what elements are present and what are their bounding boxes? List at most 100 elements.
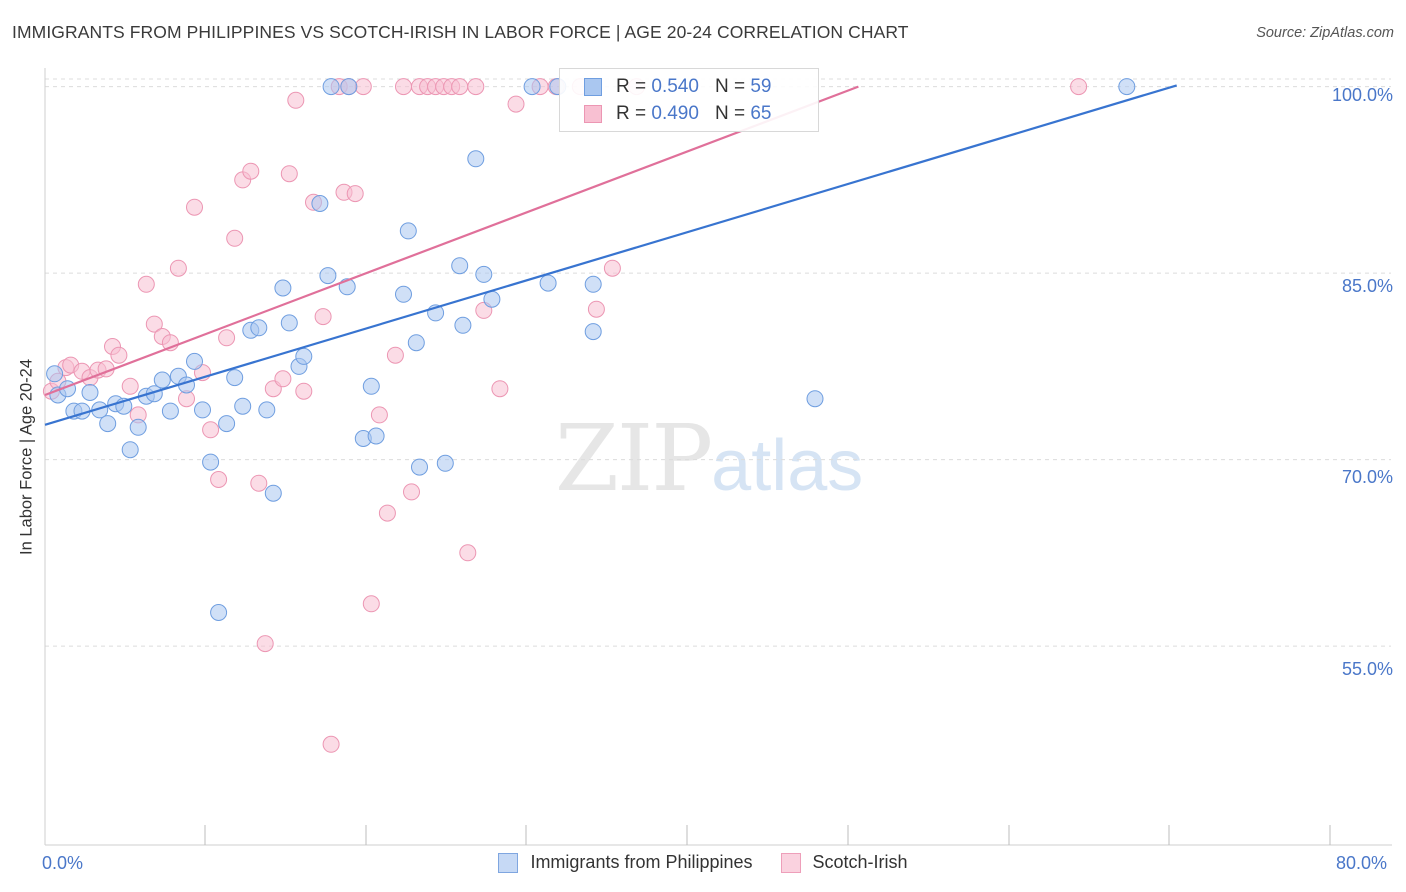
scotch-irish-point [210, 471, 228, 488]
philippines-point [121, 441, 139, 459]
philippines-point [340, 78, 358, 96]
philippines-point [258, 401, 276, 419]
watermark: ZIPatlas [555, 405, 863, 512]
philippines-point [295, 347, 313, 365]
scotch-irish-point [386, 346, 404, 364]
y-axis-label: In Labor Force | Age 20-24 [17, 359, 36, 555]
philippines-point [367, 427, 385, 445]
philippines-point [234, 397, 252, 415]
scotch-irish-point [287, 91, 305, 109]
philippines-point [129, 418, 147, 436]
philippines-point [210, 604, 228, 621]
philippines-point [451, 257, 469, 275]
y-tick-label-70: 70.0% [1341, 467, 1393, 487]
r-value-philippines: 0.540 [651, 76, 699, 97]
philippines-point [218, 415, 236, 433]
scotch-irish-point [354, 78, 372, 96]
scotch-irish-trend-line [44, 85, 859, 397]
scotch-irish-point [322, 735, 340, 753]
scotch-irish-point [145, 315, 163, 333]
philippines-legend-swatch [498, 852, 519, 873]
x-tick-label-min: 0.0% [42, 853, 84, 873]
scotch-irish-point [295, 382, 313, 400]
trend-layer [44, 84, 1178, 426]
philippines-swatch [584, 78, 602, 96]
philippines-point [202, 453, 220, 471]
n-label: N = [714, 76, 746, 97]
n-value-philippines: 59 [750, 76, 772, 97]
philippines-point [806, 390, 824, 408]
scotch-irish-point [169, 259, 187, 277]
philippines-point [399, 222, 417, 240]
legend-item-scotch-irish[interactable]: Scotch-Irish [780, 852, 908, 873]
philippines-point [274, 279, 292, 297]
philippines-point [250, 319, 268, 337]
scotch-irish-point [451, 78, 469, 96]
scotch-irish-point [202, 421, 220, 439]
scotch-irish-point [121, 377, 139, 395]
series-legend: Immigrants from Philippines Scotch-Irish [0, 852, 1406, 873]
philippines-point [322, 78, 340, 96]
scotch-irish-point [603, 259, 621, 277]
n-value-scotch-irish: 65 [750, 103, 772, 124]
r-value-scotch-irish: 0.490 [651, 103, 699, 124]
chart-source: Source: ZipAtlas.com [1256, 25, 1394, 41]
philippines-point [411, 458, 428, 476]
philippines-point [467, 150, 485, 168]
legend-item-philippines[interactable]: Immigrants from Philippines [498, 852, 753, 873]
philippines-point [280, 314, 298, 332]
scotch-irish-point [250, 474, 268, 492]
stats-legend: R = 0.540 N = 59 R = 0.490 N = 65 [559, 68, 819, 132]
scotch-irish-swatch [584, 105, 602, 123]
philippines-point [584, 275, 602, 293]
philippines-point [454, 316, 472, 334]
scotch-irish-point [403, 483, 420, 501]
philippines-point [153, 371, 171, 389]
scotch-irish-point [587, 300, 605, 318]
philippines-point [194, 401, 211, 419]
scotch-irish-point [370, 406, 388, 424]
scotch-irish-legend-swatch [780, 852, 801, 873]
philippines-point [584, 323, 602, 341]
scotch-irish-point [314, 308, 332, 326]
scotch-irish-point [110, 346, 128, 364]
philippines-point [436, 454, 454, 472]
scotch-irish-point [274, 370, 292, 388]
philippines-point [264, 484, 282, 502]
watermark-zip: ZIP [555, 405, 713, 512]
scotch-irish-point [395, 78, 412, 96]
axis-layer [44, 68, 1392, 846]
philippines-point [226, 369, 244, 387]
scotch-irish-point [256, 635, 274, 653]
scotch-irish-point [362, 595, 380, 613]
philippines-point [362, 377, 380, 395]
legend-label-philippines: Immigrants from Philippines [530, 852, 753, 872]
philippines-point [475, 265, 493, 283]
philippines-point [81, 384, 99, 401]
r-label: R = [616, 76, 647, 97]
x-tick-label-max: 80.0% [1336, 853, 1388, 873]
n-label: N = [714, 103, 746, 124]
scotch-irish-point [226, 229, 244, 247]
stats-legend-row-scotch-irish: R = 0.490 N = 65 [584, 102, 771, 126]
philippines-point [99, 415, 117, 433]
chart-title: IMMIGRANTS FROM PHILIPPINES VS SCOTCH-IR… [12, 22, 909, 42]
scotch-irish-point [137, 275, 155, 293]
philippines-point [395, 285, 412, 303]
scotch-irish-point [491, 380, 509, 398]
stats-legend-row-philippines: R = 0.540 N = 59 [584, 75, 771, 99]
philippines-point [539, 274, 557, 292]
philippines-point [161, 402, 179, 420]
philippines-point [1118, 78, 1136, 96]
scotch-irish-point [507, 95, 525, 113]
philippines-point [407, 334, 425, 352]
watermark-atlas: atlas [711, 426, 864, 506]
scotch-irish-point [186, 198, 203, 216]
scotch-irish-point [242, 162, 260, 180]
philippines-point [311, 195, 329, 212]
philippines-point [523, 78, 541, 96]
y-tick-label-100: 100.0% [1331, 85, 1393, 105]
scotch-irish-point [280, 165, 298, 183]
y-tick-label-85: 85.0% [1341, 276, 1393, 296]
